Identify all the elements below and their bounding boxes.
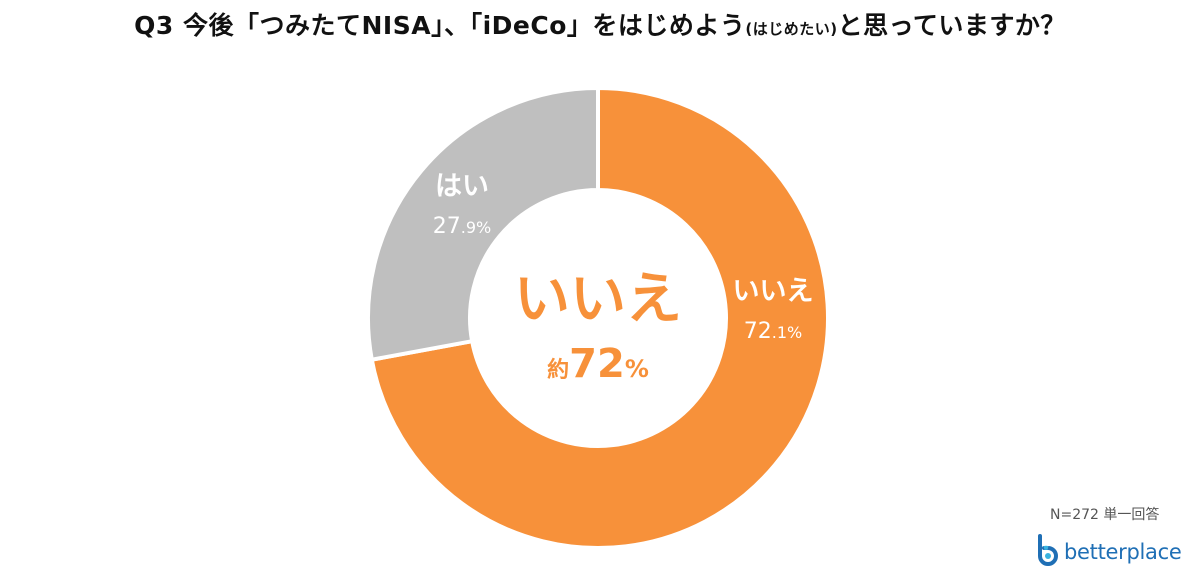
slice-value-1: 27.9% (433, 214, 491, 239)
slice-0 (369, 85, 830, 550)
title-main: Q3 今後「つみたてNISA」、「iDeCo」をはじめよう (134, 11, 746, 40)
slice-value-0: 72.1% (744, 319, 802, 344)
betterplace-icon (1038, 534, 1058, 566)
brand-logo: betterplace (1034, 534, 1182, 570)
slice-label-1: はい (435, 171, 489, 202)
center-unit: % (625, 355, 649, 383)
center-label: いいえ (514, 267, 682, 332)
slice-1 (366, 85, 600, 363)
brand-name: betterplace (1064, 540, 1182, 564)
center-number: 72 (569, 341, 625, 387)
center-value: 約72% (547, 341, 649, 387)
sample-note: N=272 単一回答 (1050, 507, 1160, 523)
title-paren: (はじめたい) (745, 20, 838, 38)
chart-title: Q3 今後「つみたてNISA」、「iDeCo」をはじめよう(はじめたい)と思って… (0, 6, 1200, 42)
center-prefix: 約 (547, 357, 569, 383)
slice-label-0: いいえ (733, 276, 814, 307)
title-tail: と思っていますか？ (837, 11, 1066, 40)
